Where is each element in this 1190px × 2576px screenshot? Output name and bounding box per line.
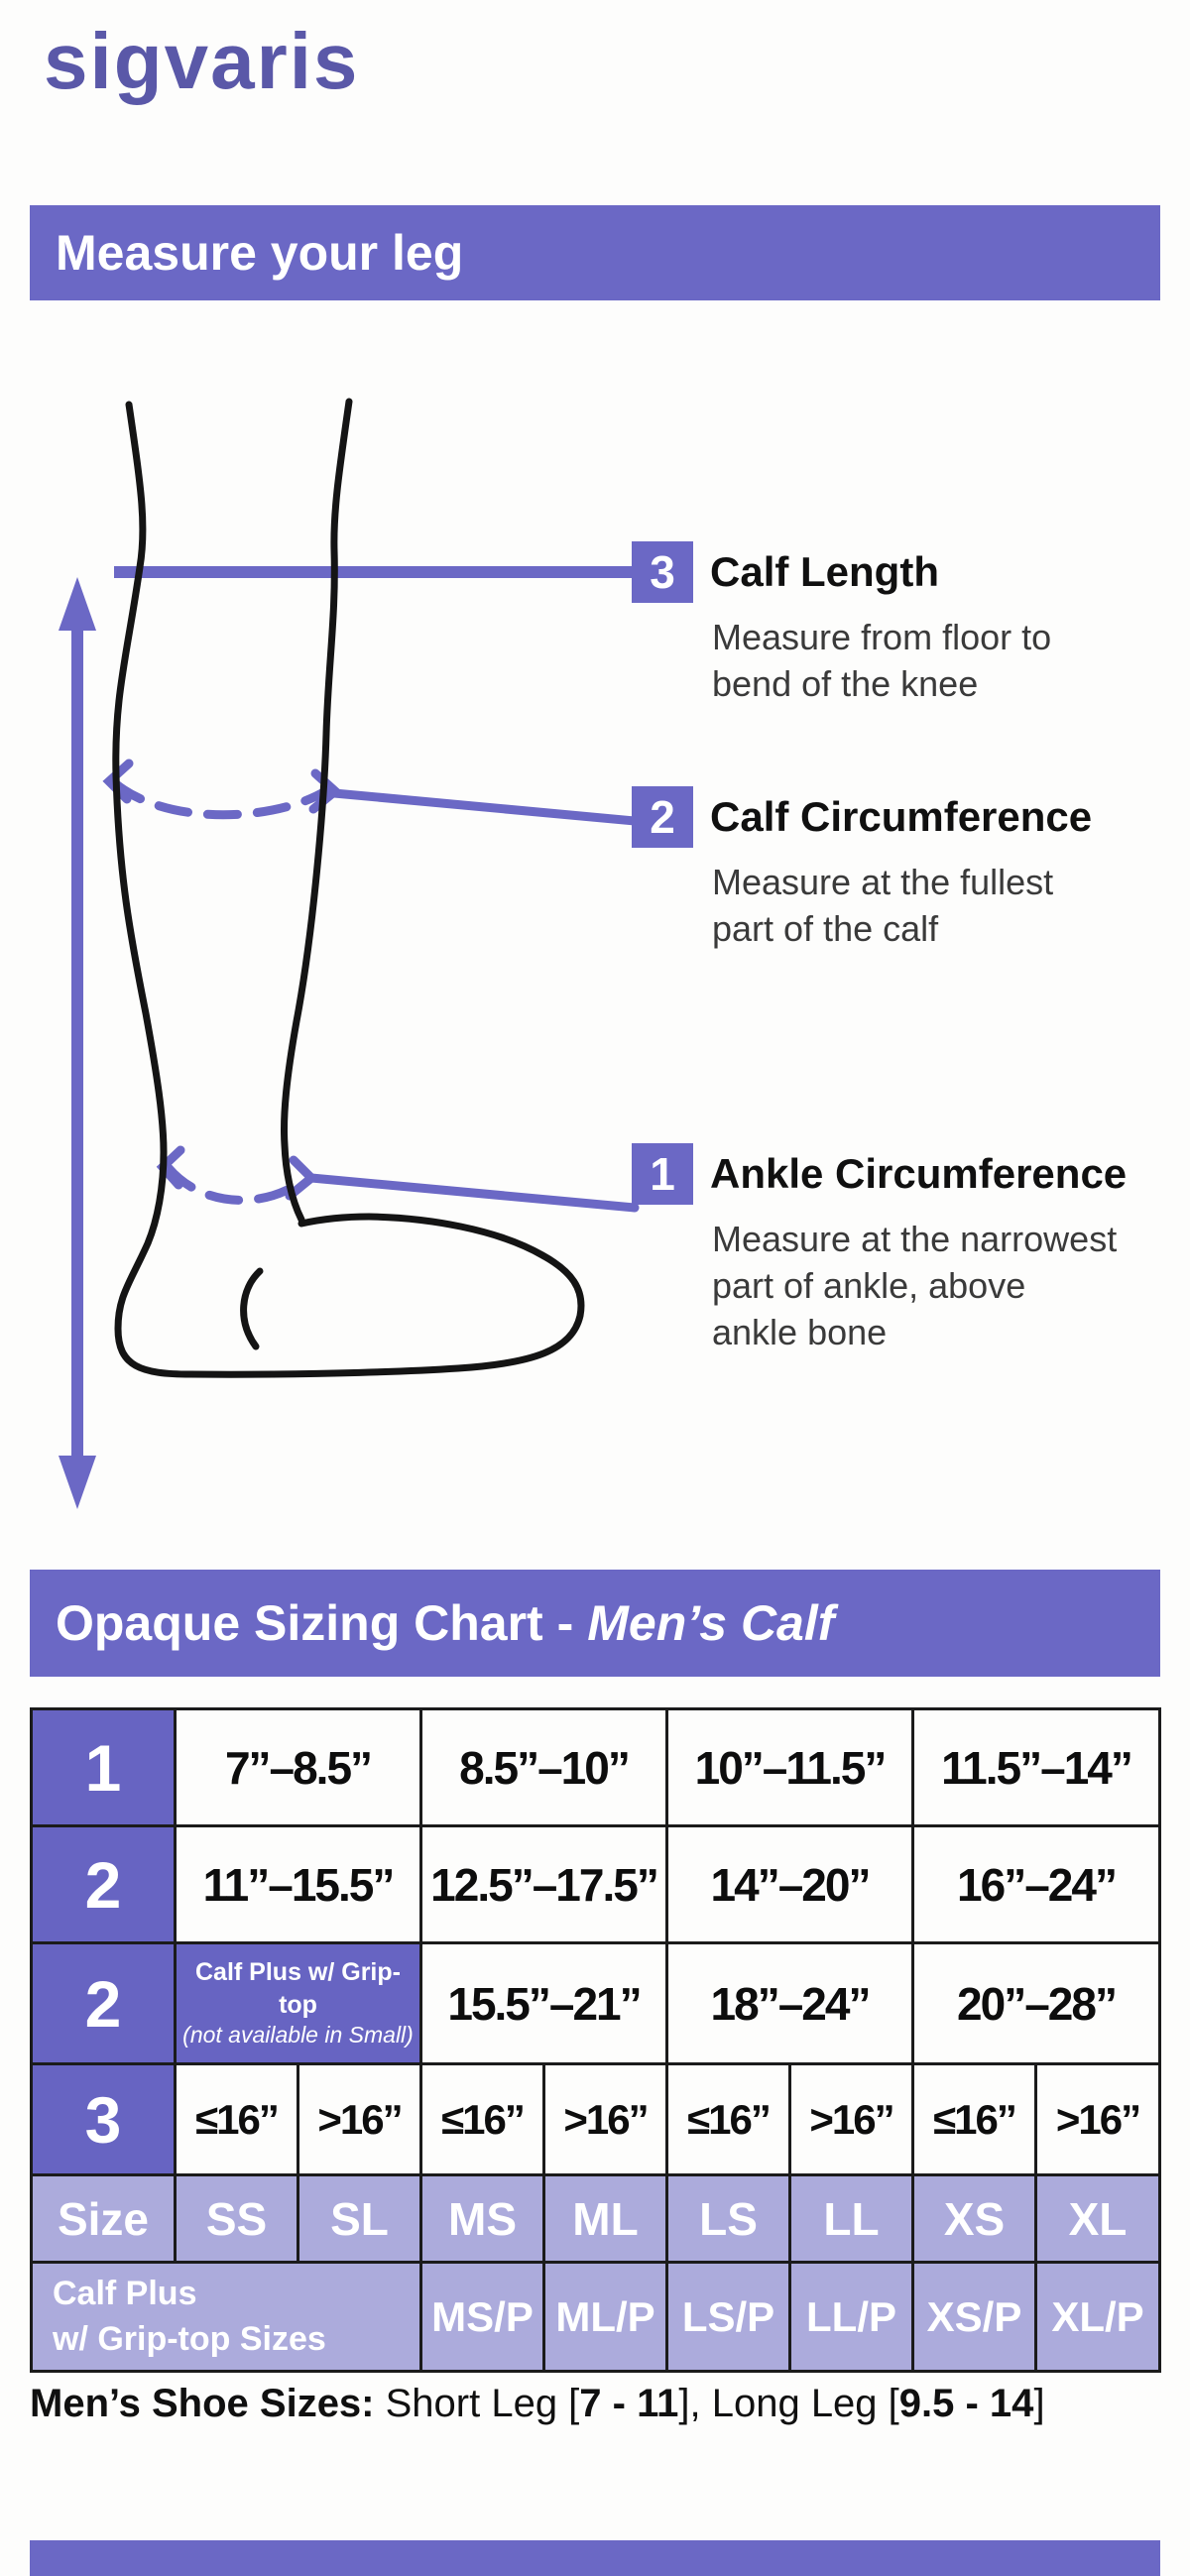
row4-value-1: ≤16” (174, 2062, 299, 2176)
calf-circumference-dashed-line (102, 759, 342, 820)
annotation-2-desc-line2: part of the calf (712, 907, 939, 949)
shoe-sizes-seg2: ], Long Leg [ (678, 2382, 899, 2425)
row2-value-x: 16”–24” (911, 1824, 1162, 1944)
next-section-bar-cutoff (30, 2540, 1160, 2576)
annotation-1-badge: 1 (632, 1143, 693, 1205)
leg-outline-back-and-foot (112, 401, 585, 1378)
row1-value-ss: 7”–8.5” (174, 1707, 422, 1827)
row1-value-x: 11.5”–14” (911, 1707, 1162, 1827)
size-ml: ML (541, 2173, 669, 2264)
row1-number: 1 (30, 1707, 177, 1827)
shoe-sizes-note: Men’s Shoe Sizes: Short Leg [7 - 11], Lo… (30, 2382, 1045, 2426)
row3-calf-plus-label: Calf Plus w/ Grip-top (not available in … (174, 1941, 422, 2065)
annotation-2-title: Calf Circumference (710, 793, 1093, 840)
row3-value-m: 15.5”–21” (418, 1941, 669, 2065)
height-arrow (59, 577, 96, 1509)
sizing-chart-title-italic: Men’s Calf (587, 1595, 835, 1651)
shoe-sizes-label: Men’s Shoe Sizes: (30, 2382, 375, 2425)
row3-value-x: 20”–28” (911, 1941, 1162, 2065)
grip-label-line2: w/ Grip-top Sizes (53, 2319, 326, 2358)
row2-value-m: 12.5”–17.5” (418, 1824, 669, 1944)
table-row-ankle: 1 7”–8.5” 8.5”–10” 10”–11.5” 11.5”–14” (30, 1707, 1162, 1827)
row3-number: 2 (30, 1941, 177, 2065)
grip-row-label: Calf Plus w/ Grip-top Sizes (30, 2261, 422, 2373)
size-sl: SL (297, 2173, 422, 2264)
leg-diagram (59, 398, 640, 1509)
size-xl: XL (1034, 2173, 1162, 2264)
annotation-3-description: Measure from floor to bend of the knee (712, 615, 1051, 708)
shoe-sizes-seg3: ] (1033, 2382, 1045, 2425)
annotation-1-desc-line3: ankle bone (712, 1311, 888, 1352)
shoe-sizes-long-range: 9.5 - 14 (898, 2382, 1034, 2425)
row2-value-ss: 11”–15.5” (174, 1824, 422, 1944)
size-xs: XS (911, 2173, 1038, 2264)
ankle-bone-mark (240, 1267, 264, 1350)
size-ll: LL (788, 2173, 915, 2264)
annotation-2-description: Measure at the fullest part of the calf (712, 860, 1053, 953)
row4-value-7: ≤16” (911, 2062, 1038, 2176)
row4-value-6: >16” (788, 2062, 915, 2176)
annotation-3-title: Calf Length (710, 548, 939, 595)
row4-value-3: ≤16” (419, 2062, 545, 2176)
row3-value-l: 18”–24” (665, 1941, 915, 2065)
connector-line-ankle (306, 1173, 640, 1213)
calf-plus-label-line1: Calf Plus w/ Grip-top (195, 1958, 401, 2019)
size-ls: LS (665, 2173, 792, 2264)
row2-number: 2 (30, 1824, 177, 1944)
shoe-sizes-short-range: 7 - 11 (579, 2382, 679, 2425)
table-row-calf-length: 3 ≤16” >16” ≤16” >16” ≤16” >16” ≤16” >16… (30, 2062, 1162, 2176)
annotation-3-desc-line1: Measure from floor to (712, 617, 1052, 657)
table-row-sizes: Size SS SL MS ML LS LL XS XL (30, 2173, 1162, 2264)
row4-number: 3 (30, 2062, 177, 2176)
row2-value-l: 14”–20” (665, 1824, 915, 1944)
grip-size-msp: MS/P (419, 2261, 545, 2373)
annotation-2-desc-line1: Measure at the fullest (712, 862, 1054, 902)
shoe-sizes-seg1: Short Leg [ (374, 2382, 580, 2425)
section-header-measure-label: Measure your leg (56, 225, 464, 281)
grip-size-llp: LL/P (788, 2261, 915, 2373)
brand-logo: sigvaris (44, 17, 360, 105)
sizing-table: 1 7”–8.5” 8.5”–10” 10”–11.5” 11.5”–14” 2… (30, 1707, 1162, 2373)
size-row-label: Size (30, 2173, 177, 2264)
connector-line-calf (329, 788, 640, 826)
annotation-3-badge: 3 (632, 541, 693, 603)
annotation-1-description: Measure at the narrowest part of ankle, … (712, 1217, 1117, 1355)
section-header-sizing-chart: Opaque Sizing Chart - Men’s Calf (30, 1570, 1160, 1677)
table-row-calf-plus: 2 Calf Plus w/ Grip-top (not available i… (30, 1941, 1162, 2065)
row4-value-8: >16” (1034, 2062, 1162, 2176)
size-ms: MS (419, 2173, 545, 2264)
grip-size-xsp: XS/P (911, 2261, 1038, 2373)
annotation-1-title: Ankle Circumference (710, 1150, 1128, 1197)
size-ss: SS (174, 2173, 299, 2264)
grip-size-mlp: ML/P (541, 2261, 669, 2373)
row4-value-4: >16” (541, 2062, 669, 2176)
section-header-measure: Measure your leg (30, 205, 1160, 300)
annotation-3-desc-line2: bend of the knee (712, 662, 979, 704)
row1-value-l: 10”–11.5” (665, 1707, 915, 1827)
table-row-grip-top-sizes: Calf Plus w/ Grip-top Sizes MS/P ML/P LS… (30, 2261, 1162, 2373)
table-row-calf: 2 11”–15.5” 12.5”–17.5” 14”–20” 16”–24” (30, 1824, 1162, 1944)
annotation-2-badge: 2 (632, 786, 693, 848)
annotation-1-desc-line1: Measure at the narrowest (712, 1219, 1118, 1259)
sizing-chart-title: Opaque Sizing Chart - (56, 1595, 574, 1651)
grip-label-line1: Calf Plus (53, 2274, 197, 2312)
leg-outline-front (281, 398, 353, 1224)
calf-plus-label-line2: (not available in Small) (182, 2022, 414, 2049)
grip-size-lsp: LS/P (665, 2261, 792, 2373)
annotation-1-desc-line2: part of ankle, above (712, 1264, 1026, 1306)
grip-size-xlp: XL/P (1034, 2261, 1162, 2373)
row4-value-5: ≤16” (665, 2062, 792, 2176)
row4-value-2: >16” (297, 2062, 422, 2176)
row1-value-m: 8.5”–10” (418, 1707, 669, 1827)
